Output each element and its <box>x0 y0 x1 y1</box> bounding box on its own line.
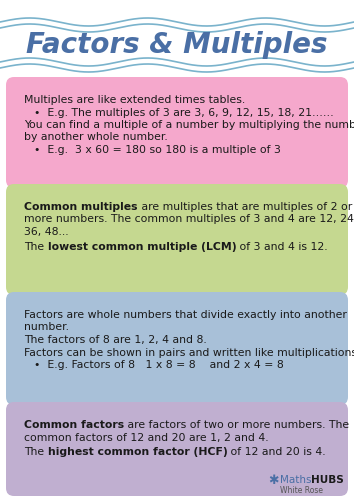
Text: are factors of two or more numbers. The: are factors of two or more numbers. The <box>124 420 349 430</box>
Text: You can find a multiple of a number by multiplying the number: You can find a multiple of a number by m… <box>24 120 354 130</box>
Text: of 12 and 20 is 4.: of 12 and 20 is 4. <box>227 447 326 457</box>
Text: are multiples that are multiples of 2 or: are multiples that are multiples of 2 or <box>137 202 352 212</box>
Text: by another whole number.: by another whole number. <box>24 132 168 142</box>
Text: The factors of 8 are 1, 2, 4 and 8.: The factors of 8 are 1, 2, 4 and 8. <box>24 335 207 345</box>
Text: more numbers. The common multiples of 3 and 4 are 12, 24,: more numbers. The common multiples of 3 … <box>24 214 354 224</box>
Text: common factors of 12 and 20 are 1, 2 and 4.: common factors of 12 and 20 are 1, 2 and… <box>24 432 269 442</box>
FancyBboxPatch shape <box>6 77 348 188</box>
Text: of 3 and 4 is 12.: of 3 and 4 is 12. <box>236 242 328 252</box>
Text: lowest common multiple (LCM): lowest common multiple (LCM) <box>48 242 236 252</box>
Text: Maths: Maths <box>280 475 312 485</box>
Text: Common factors: Common factors <box>24 420 124 430</box>
Text: •  E.g. Factors of 8   1 x 8 = 8    and 2 x 4 = 8: • E.g. Factors of 8 1 x 8 = 8 and 2 x 4 … <box>34 360 284 370</box>
FancyBboxPatch shape <box>6 292 348 405</box>
Text: 36, 48...: 36, 48... <box>24 227 69 237</box>
Text: Factors can be shown in pairs and written like multiplications.: Factors can be shown in pairs and writte… <box>24 348 354 358</box>
Text: •  E.g.  3 x 60 = 180 so 180 is a multiple of 3: • E.g. 3 x 60 = 180 so 180 is a multiple… <box>34 145 281 155</box>
Text: Common multiples: Common multiples <box>24 202 137 212</box>
Text: ✱: ✱ <box>268 474 279 486</box>
Text: Factors & Multiples: Factors & Multiples <box>26 31 328 59</box>
Text: HUBS: HUBS <box>312 475 344 485</box>
Text: Multiples are like extended times tables.: Multiples are like extended times tables… <box>24 95 245 105</box>
FancyBboxPatch shape <box>6 184 348 295</box>
FancyBboxPatch shape <box>6 402 348 496</box>
Text: White Rose: White Rose <box>280 486 323 495</box>
Text: The: The <box>24 242 48 252</box>
Text: The: The <box>24 447 48 457</box>
Text: •  E.g. The multiples of 3 are 3, 6, 9, 12, 15, 18, 21……: • E.g. The multiples of 3 are 3, 6, 9, 1… <box>34 108 334 118</box>
Text: highest common factor (HCF): highest common factor (HCF) <box>48 447 227 457</box>
Text: number.: number. <box>24 322 69 332</box>
Text: Factors are whole numbers that divide exactly into another: Factors are whole numbers that divide ex… <box>24 310 347 320</box>
